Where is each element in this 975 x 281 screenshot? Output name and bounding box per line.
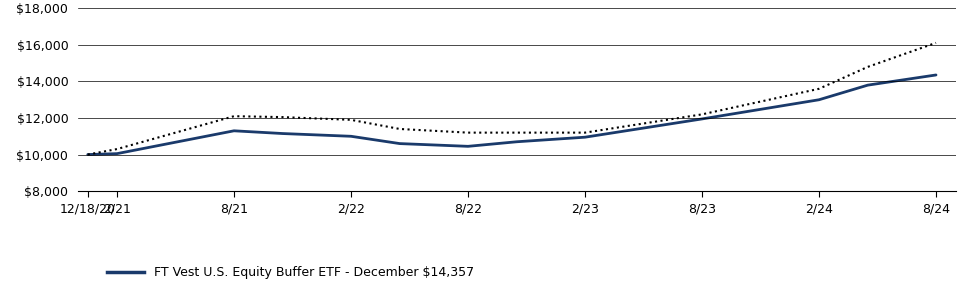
- Legend: FT Vest U.S. Equity Buffer ETF - December $14,357, S&P 500® Index $16,116: FT Vest U.S. Equity Buffer ETF - Decembe…: [101, 261, 480, 281]
